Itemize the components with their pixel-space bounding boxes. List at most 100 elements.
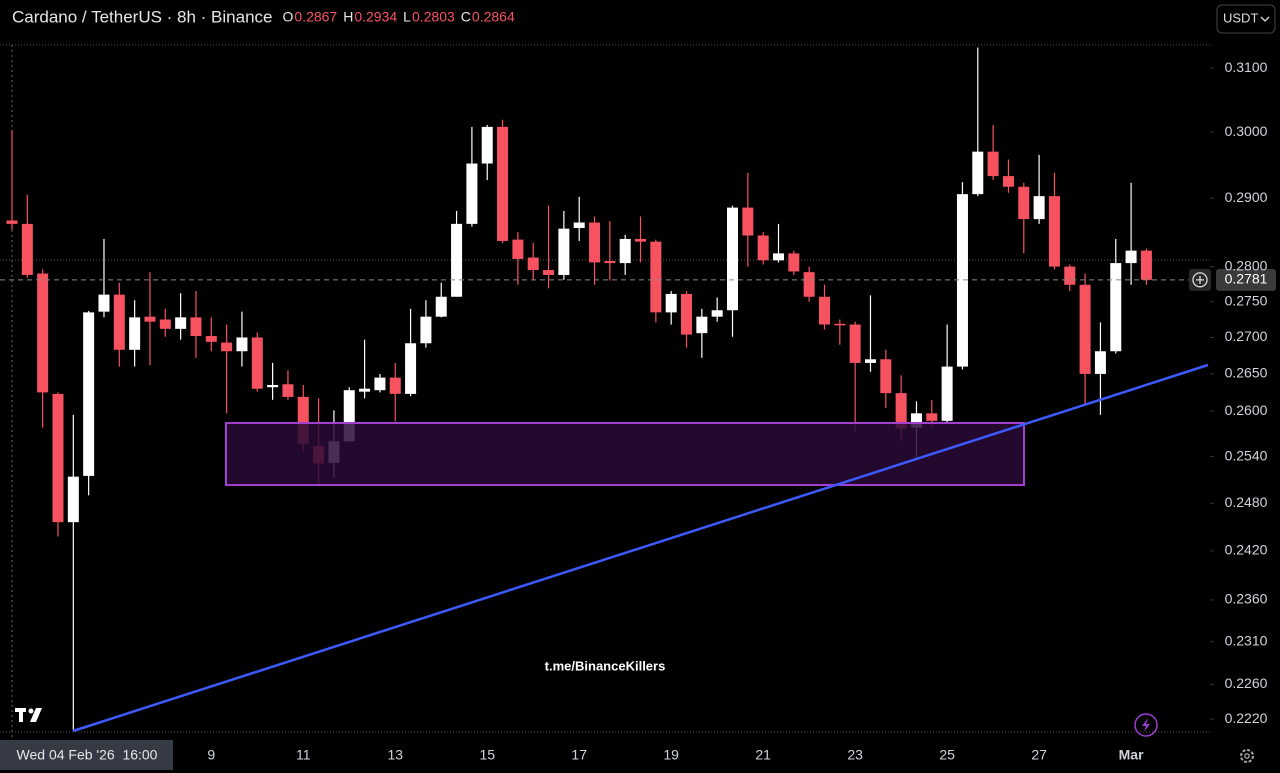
candle-body bbox=[129, 317, 141, 350]
overlay: Wed 04 Feb '26 16:00 9 11 13 15 17 19 21 23 25 27 M… bbox=[0, 268, 1276, 770]
candle-body bbox=[543, 270, 555, 275]
candle-body bbox=[956, 194, 968, 367]
y-tick-label: 0.3100 bbox=[1225, 59, 1268, 75]
last-price-box bbox=[1216, 268, 1276, 291]
y-tick-label: 0.3000 bbox=[1225, 123, 1268, 139]
settings-icon-center bbox=[1244, 753, 1250, 759]
candle-body bbox=[834, 323, 846, 326]
candle-body bbox=[1033, 196, 1045, 220]
y-tick-label: 0.2480 bbox=[1225, 494, 1268, 510]
legend-label: O bbox=[283, 9, 294, 25]
candle-body bbox=[6, 220, 18, 224]
y-tick-label: 0.2800 bbox=[1225, 257, 1268, 273]
x-tick-label: 9 bbox=[207, 747, 215, 763]
currency-button[interactable] bbox=[1216, 4, 1276, 34]
candle-body bbox=[573, 222, 585, 228]
candle-body bbox=[282, 384, 294, 397]
y-tick-label: 0.2700 bbox=[1225, 328, 1268, 344]
legend-value: 0.2803 bbox=[412, 9, 455, 25]
settings-icon[interactable] bbox=[1240, 749, 1254, 763]
candle-body bbox=[527, 257, 539, 271]
y-tick-label: 0.2360 bbox=[1225, 591, 1268, 607]
candle-body bbox=[788, 253, 800, 272]
candle-body bbox=[650, 241, 662, 313]
candle-body bbox=[665, 293, 677, 313]
candle-body bbox=[343, 390, 355, 442]
crosshair-date-box bbox=[0, 740, 173, 770]
candle-body bbox=[67, 476, 79, 523]
legend-value: 0.2864 bbox=[472, 9, 515, 25]
y-tick-label: 0.2650 bbox=[1225, 365, 1268, 381]
candle-body bbox=[972, 151, 984, 195]
candle-body bbox=[1048, 196, 1060, 267]
trend-line bbox=[72, 363, 1209, 733]
candle-body bbox=[681, 293, 693, 335]
candle-body bbox=[619, 238, 631, 264]
y-tick-label: 0.2420 bbox=[1225, 542, 1268, 558]
candle-body bbox=[910, 413, 922, 428]
x-tick-label: 23 bbox=[847, 747, 863, 763]
candles bbox=[6, 47, 1152, 730]
candle-body bbox=[1064, 266, 1076, 285]
legend-label: L bbox=[403, 9, 411, 25]
y-tick-label: 0.2750 bbox=[1225, 292, 1268, 308]
candle-body bbox=[604, 261, 616, 264]
lightning-icon[interactable] bbox=[1134, 713, 1158, 737]
y-tick-label: 0.2900 bbox=[1225, 189, 1268, 205]
candle-body bbox=[773, 253, 784, 261]
watermark: t.me/BinanceKillers bbox=[545, 658, 666, 673]
dropdown-arrow[interactable] bbox=[1260, 16, 1270, 22]
y-tick-label: 0.2540 bbox=[1225, 447, 1268, 463]
candle-body bbox=[98, 294, 110, 312]
y-tick-label: 0.2310 bbox=[1225, 632, 1268, 648]
x-tick-label: Mar bbox=[1119, 747, 1144, 763]
candle-body bbox=[405, 343, 417, 394]
candle-body bbox=[52, 393, 64, 523]
last-price-label: 0.2781 bbox=[1225, 271, 1268, 287]
candle-body bbox=[481, 126, 493, 164]
add-alert-icon[interactable] bbox=[1192, 272, 1208, 288]
candle-body bbox=[175, 317, 187, 329]
candle-body bbox=[113, 294, 125, 350]
tradingview-logo bbox=[15, 708, 42, 722]
candle-body bbox=[635, 238, 647, 242]
candle-body bbox=[420, 316, 432, 344]
legend-value: 0.2867 bbox=[294, 9, 337, 25]
candle-body bbox=[696, 316, 708, 334]
add-alert-plus bbox=[1196, 275, 1204, 284]
candle-body bbox=[926, 413, 938, 421]
candle-body bbox=[236, 337, 248, 352]
legend-label: H bbox=[343, 9, 353, 25]
lightning-glyph bbox=[1142, 718, 1150, 732]
candle-body bbox=[880, 359, 892, 394]
candle-body bbox=[558, 228, 570, 275]
x-tick-label: 27 bbox=[1031, 747, 1047, 763]
x-tick-label: 25 bbox=[939, 747, 955, 763]
y-tick-label: 0.2220 bbox=[1225, 710, 1268, 726]
candle-body bbox=[1079, 284, 1091, 374]
candle-body bbox=[374, 377, 386, 391]
y-tick-label: 0.2600 bbox=[1225, 402, 1268, 418]
candle-body bbox=[1018, 186, 1030, 220]
candle-body bbox=[21, 223, 33, 275]
zone-rectangle bbox=[225, 422, 1025, 486]
candle-body bbox=[1140, 250, 1152, 280]
x-tick-label: 21 bbox=[755, 747, 771, 763]
y-tick-label: 0.2260 bbox=[1225, 675, 1268, 691]
candle-body bbox=[864, 359, 876, 363]
candle-body bbox=[297, 396, 309, 444]
legend-value: 0.2934 bbox=[354, 9, 397, 25]
candle-body bbox=[1125, 250, 1137, 264]
x-tick-label: 17 bbox=[571, 747, 587, 763]
currency-label[interactable]: USDT bbox=[1223, 10, 1258, 25]
chart-title: Cardano / TetherUS · 8h · Binance bbox=[12, 7, 273, 26]
candle-body bbox=[466, 163, 478, 224]
candle-body bbox=[37, 273, 49, 393]
candle-body bbox=[1002, 176, 1014, 187]
candle-body bbox=[711, 310, 723, 317]
x-tick-label: 19 bbox=[663, 747, 679, 763]
candle-body bbox=[512, 239, 524, 259]
candle-body bbox=[205, 336, 217, 342]
candle-body bbox=[267, 384, 279, 388]
